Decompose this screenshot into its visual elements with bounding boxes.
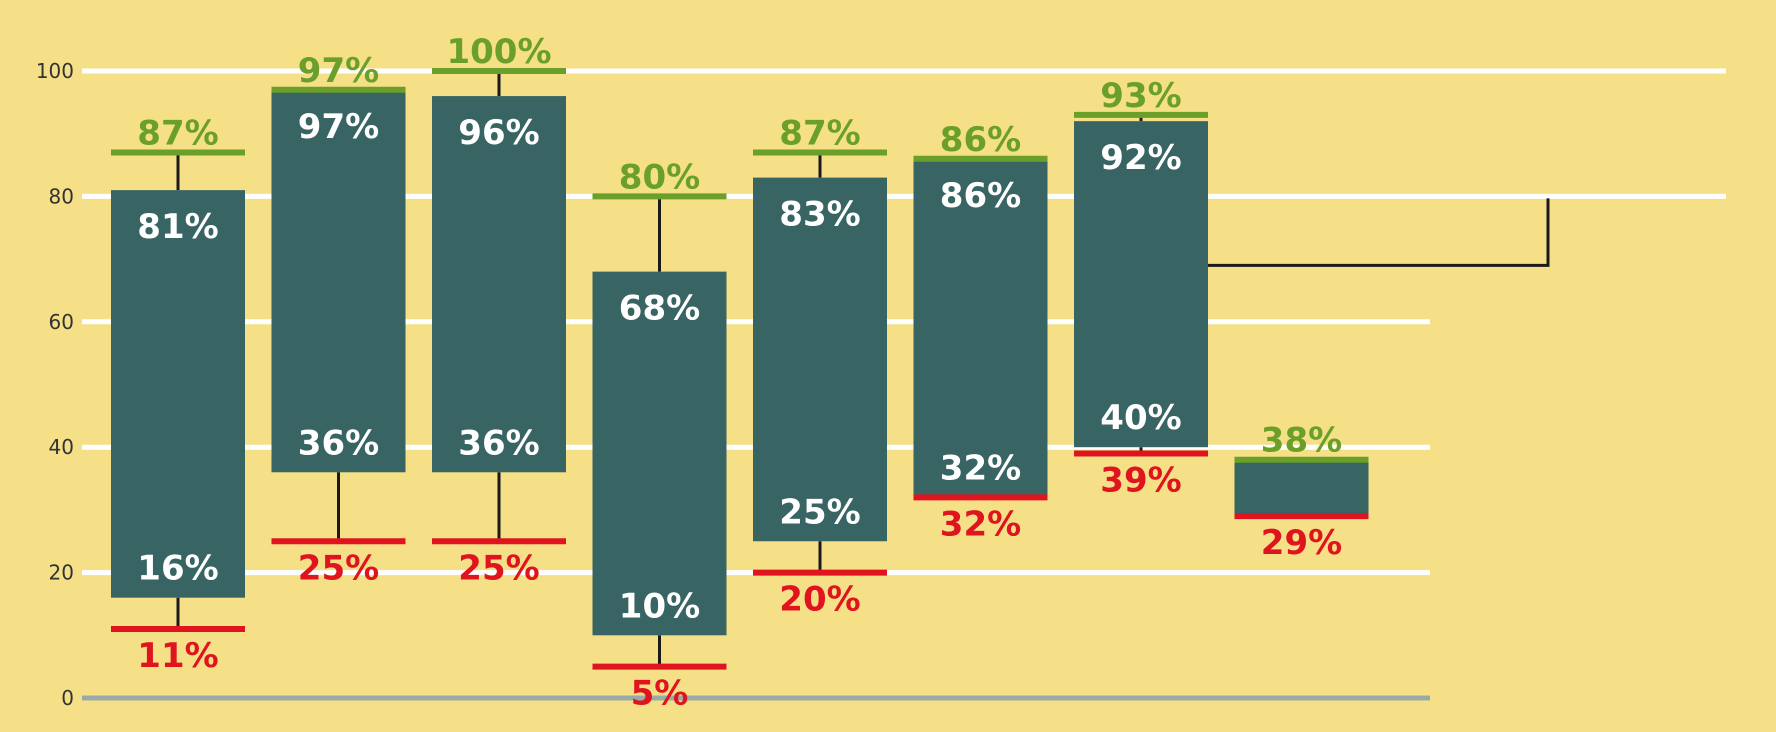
q1-label: 36% (298, 423, 379, 463)
min-label: 20% (779, 580, 860, 620)
q3-label: 83% (779, 195, 860, 235)
iqr-box (111, 190, 245, 598)
max-label: 38% (1261, 421, 1342, 461)
y-tick-label: 80 (49, 184, 74, 208)
min-label: 25% (298, 548, 379, 588)
q3-label: 96% (458, 113, 539, 153)
box-8: 38% 29% (1234, 421, 1369, 563)
max-label: 80% (619, 157, 700, 197)
box-7: 93% 92% 40% 39% (1074, 76, 1208, 500)
min-label: 39% (1100, 460, 1181, 500)
q3-label: 97% (298, 107, 379, 147)
box-4: 80% 68% 10% 5% (592, 157, 727, 714)
box-1: 87% 81% 16% 11% (111, 114, 245, 676)
iqr-box (592, 271, 727, 636)
max-label: 100% (446, 32, 551, 72)
iqr-box (1074, 121, 1208, 448)
max-label: 86% (940, 120, 1021, 160)
y-axis: 0 20 40 60 80 100 (36, 59, 74, 710)
min-label: 25% (458, 548, 539, 588)
min-label: 5% (631, 674, 689, 714)
min-label: 29% (1261, 523, 1342, 563)
y-tick-label: 100 (36, 59, 74, 83)
q1-label: 32% (940, 448, 1021, 488)
iqr-box (271, 89, 406, 473)
q1-label: 40% (1100, 398, 1181, 438)
y-tick-label: 60 (49, 310, 74, 334)
q1-label: 36% (458, 423, 539, 463)
q1-label: 10% (619, 586, 700, 626)
box-6: 86% 86% 32% 32% (913, 120, 1048, 544)
max-label: 87% (779, 114, 860, 154)
iqr-box (432, 96, 566, 473)
bracket-line (1208, 198, 1550, 267)
boxes: 87% 81% 16% 11% 97% 97% 36% 25% 100% 96% 36% 25% 80%… (111, 32, 1369, 714)
box-2: 97% 97% 36% 25% (271, 51, 406, 588)
q3-label: 92% (1100, 138, 1181, 178)
max-label: 97% (298, 51, 379, 91)
bracket-connector (1208, 198, 1550, 267)
q3-label: 68% (619, 289, 700, 329)
box-3: 100% 96% 36% 25% (432, 32, 566, 588)
q1-label: 16% (137, 549, 218, 589)
iqr-box (753, 177, 887, 542)
y-tick-label: 40 (49, 435, 74, 459)
iqr-box (1234, 459, 1369, 517)
min-label: 32% (940, 504, 1021, 544)
max-label: 87% (137, 114, 218, 154)
y-tick-label: 20 (49, 561, 74, 585)
min-label: 11% (137, 636, 218, 676)
y-tick-label: 0 (61, 686, 74, 710)
max-label: 93% (1100, 76, 1181, 116)
q3-label: 81% (137, 207, 218, 247)
iqr-box (913, 158, 1048, 498)
box-5: 87% 83% 25% 20% (753, 114, 887, 620)
q3-label: 86% (940, 176, 1021, 216)
q1-label: 25% (779, 492, 860, 532)
